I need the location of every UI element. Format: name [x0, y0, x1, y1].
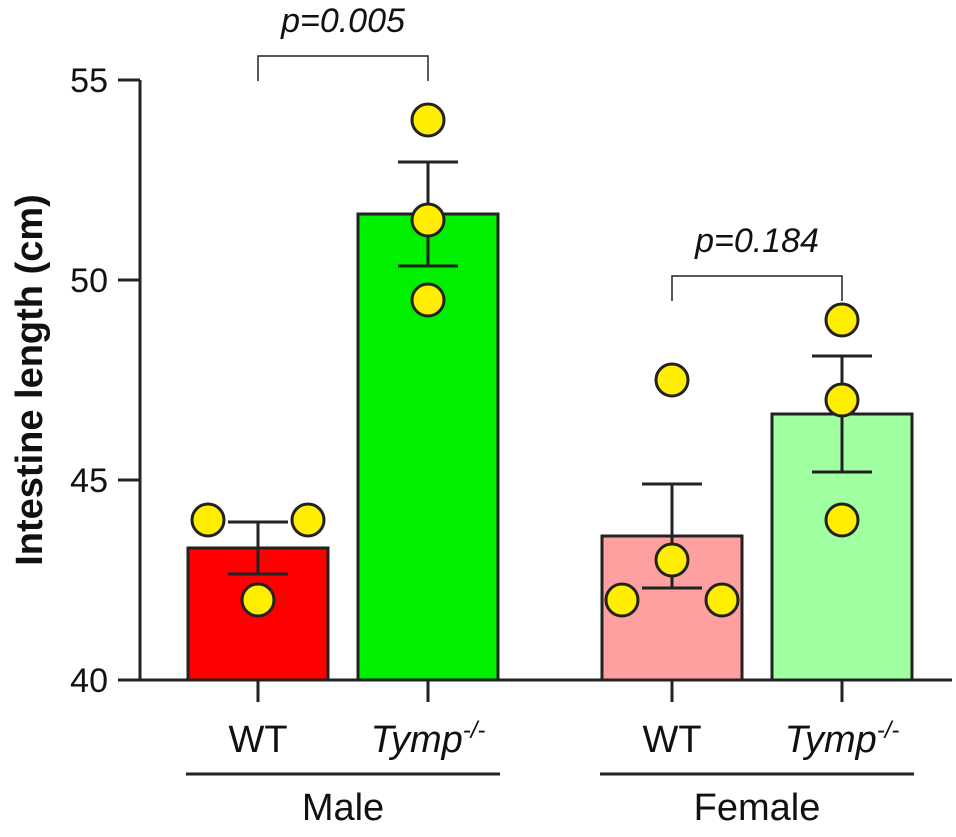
comparison-bracket-1 — [671, 275, 843, 301]
comparisons-layer: p=0.005 p=0.184 — [257, 2, 843, 301]
data-point-2-2 — [604, 582, 640, 618]
data-point-3-2 — [824, 502, 860, 538]
group-label-male: Male — [302, 787, 384, 829]
data-point-1-2 — [410, 282, 446, 318]
data-point-2-3 — [704, 582, 740, 618]
data-point-2-0 — [654, 362, 690, 398]
y-tick-label-50: 50 — [70, 262, 108, 300]
data-point-3-1 — [824, 382, 860, 418]
p-value-label-1: p=0.184 — [694, 222, 819, 260]
comparison-bracket-0 — [257, 55, 429, 81]
x-tick-label-3: Tymp-/- — [785, 717, 900, 761]
x-tick-label-2: WT — [642, 719, 701, 761]
x-tick-label-0: WT — [228, 719, 287, 761]
data-point-3-0 — [824, 302, 860, 338]
data-point-1-0 — [410, 102, 446, 138]
data-point-0-2 — [240, 582, 276, 618]
p-value-label-0: p=0.005 — [280, 2, 405, 40]
error-bars-layer — [228, 160, 872, 590]
y-tick-label-40: 40 — [70, 662, 108, 700]
group-label-female: Female — [694, 787, 821, 829]
y-axis: 40 45 50 55 — [70, 62, 142, 700]
x-axis: WT Tymp-/- WT Tymp-/- Male Female — [138, 678, 952, 829]
data-point-2-1 — [654, 542, 690, 578]
points-layer — [190, 102, 860, 618]
y-tick-label-45: 45 — [70, 462, 108, 500]
y-axis-label: Intestine length (cm) — [9, 194, 51, 566]
data-point-0-1 — [290, 502, 326, 538]
data-point-0-0 — [190, 502, 226, 538]
data-point-1-1 — [410, 202, 446, 238]
bars-layer — [186, 212, 914, 682]
y-tick-label-55: 55 — [70, 62, 108, 100]
x-tick-label-1: Tymp-/- — [371, 717, 486, 761]
